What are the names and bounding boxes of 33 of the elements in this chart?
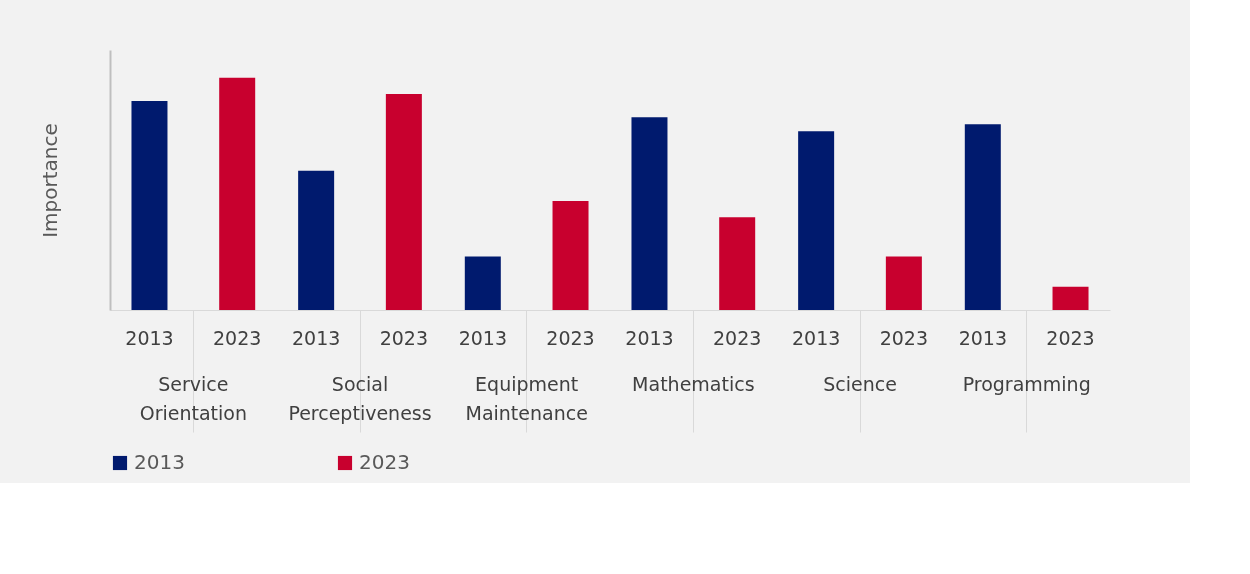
- text: 2013: [458, 327, 507, 349]
- x-tick-label: Equipment Maintenance: [465, 372, 588, 424]
- bar: [631, 117, 668, 310]
- bar: [131, 101, 168, 310]
- text: 2023: [879, 327, 929, 349]
- x-tick-label: Social Perceptiveness: [288, 372, 432, 424]
- text: 2023: [546, 327, 595, 349]
- bar: [719, 217, 756, 310]
- text: 2023: [379, 327, 429, 349]
- text: 2023: [1046, 327, 1095, 349]
- x-tick-label: Mathematics: [632, 372, 755, 395]
- text: 2013: [958, 327, 1007, 349]
- bar: [552, 200, 589, 310]
- text: 2023: [713, 327, 762, 349]
- bar: [964, 124, 1001, 310]
- bar: [464, 256, 501, 310]
- legend-label: 2023: [359, 450, 410, 474]
- text: 2013: [125, 327, 174, 349]
- bar: [798, 131, 835, 310]
- x-tick-label: Service Orientation: [139, 372, 247, 424]
- bar: [298, 170, 335, 310]
- bar: [219, 77, 256, 310]
- bar: [1052, 286, 1089, 310]
- text: 2013: [791, 327, 841, 349]
- x-tick-label: Science: [823, 372, 897, 395]
- text: 2013: [625, 327, 674, 349]
- y-axis-title: Importance: [37, 123, 62, 238]
- x-tick-label: Programming: [962, 372, 1091, 395]
- text: 2013: [291, 327, 341, 349]
- text: 2023: [213, 327, 262, 349]
- legend-label: 2013: [134, 450, 185, 474]
- bar: [385, 94, 422, 310]
- bar: [885, 256, 922, 310]
